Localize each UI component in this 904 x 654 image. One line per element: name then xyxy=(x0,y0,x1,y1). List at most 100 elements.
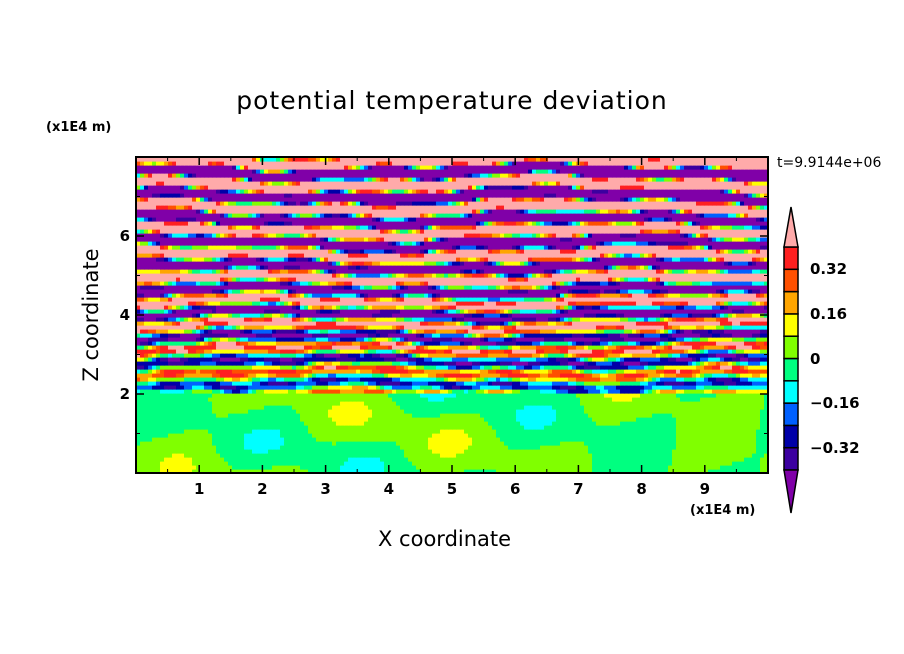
field-cell xyxy=(316,461,321,466)
field-cell xyxy=(320,353,325,358)
field-cell xyxy=(204,425,209,430)
field-cell xyxy=(584,417,589,422)
field-cell xyxy=(424,373,429,378)
field-cell xyxy=(340,421,345,426)
field-cell xyxy=(580,425,585,430)
field-cell xyxy=(192,389,197,394)
field-cell xyxy=(560,445,565,450)
field-cell xyxy=(136,429,141,434)
field-cell xyxy=(164,353,169,358)
field-cell xyxy=(348,453,353,458)
field-cell xyxy=(688,437,693,442)
field-cell xyxy=(672,389,677,394)
field-cell xyxy=(652,437,657,442)
field-cell xyxy=(588,461,593,466)
field-cell xyxy=(608,377,613,382)
field-cell xyxy=(436,469,441,474)
field-cell xyxy=(612,353,617,358)
field-cell xyxy=(312,449,317,454)
field-cell xyxy=(292,429,297,434)
field-cell xyxy=(604,465,609,470)
field-cell xyxy=(180,377,185,382)
field-cell xyxy=(708,429,713,434)
field-cell xyxy=(636,409,641,414)
field-cell xyxy=(504,353,509,358)
field-cell xyxy=(404,361,409,366)
field-cell xyxy=(516,393,521,398)
field-cell xyxy=(172,373,177,378)
field-cell xyxy=(464,389,469,394)
field-cell xyxy=(244,369,249,374)
field-cell xyxy=(340,401,345,406)
field-cell xyxy=(728,393,733,398)
field-cell xyxy=(656,377,661,382)
field-cell xyxy=(696,365,701,370)
field-cell xyxy=(464,377,469,382)
field-cell xyxy=(656,453,661,458)
field-cell xyxy=(436,381,441,386)
field-cell xyxy=(496,385,501,390)
field-cell xyxy=(704,369,709,374)
field-cell xyxy=(720,353,725,358)
field-cell xyxy=(208,433,213,438)
field-cell xyxy=(432,457,437,462)
field-cell xyxy=(440,453,445,458)
field-cell xyxy=(172,385,177,390)
field-cell xyxy=(660,425,665,430)
field-cell xyxy=(208,453,213,458)
field-cell xyxy=(184,433,189,438)
field-cell xyxy=(256,465,261,470)
field-cell xyxy=(252,357,257,362)
field-cell xyxy=(180,421,185,426)
field-cell xyxy=(752,361,757,366)
field-cell xyxy=(340,469,345,474)
field-cell xyxy=(748,373,753,378)
field-cell xyxy=(696,405,701,410)
field-cell xyxy=(348,441,353,446)
field-cell xyxy=(256,429,261,434)
field-cell xyxy=(764,461,769,466)
field-cell xyxy=(172,421,177,426)
field-cell xyxy=(640,401,645,406)
field-cell xyxy=(192,373,197,378)
field-cell xyxy=(312,353,317,358)
field-cell xyxy=(160,413,165,418)
field-cell xyxy=(564,445,569,450)
field-cell xyxy=(528,465,533,470)
field-cell xyxy=(412,409,417,414)
field-cell xyxy=(192,429,197,434)
field-cell xyxy=(244,353,249,358)
field-cell xyxy=(548,405,553,410)
field-cell xyxy=(276,369,281,374)
field-cell xyxy=(204,441,209,446)
field-cell xyxy=(148,445,153,450)
field-cell xyxy=(300,401,305,406)
field-cell xyxy=(576,377,581,382)
field-cell xyxy=(464,445,469,450)
field-cell xyxy=(144,441,149,446)
field-cell xyxy=(248,373,253,378)
field-cell xyxy=(144,389,149,394)
field-cell xyxy=(352,357,357,362)
field-cell xyxy=(416,389,421,394)
field-cell xyxy=(512,389,517,394)
field-cell xyxy=(388,369,393,374)
field-cell xyxy=(308,409,313,414)
field-cell xyxy=(548,377,553,382)
field-cell xyxy=(384,365,389,370)
field-cell xyxy=(732,457,737,462)
field-cell xyxy=(560,353,565,358)
field-cell xyxy=(664,377,669,382)
field-cell xyxy=(368,453,373,458)
field-cell xyxy=(536,445,541,450)
field-cell xyxy=(228,429,233,434)
field-cell xyxy=(520,349,525,354)
field-cell xyxy=(544,385,549,390)
field-cell xyxy=(236,389,241,394)
field-cell xyxy=(624,469,629,474)
field-cell xyxy=(308,393,313,398)
field-cell xyxy=(196,357,201,362)
field-cell xyxy=(700,457,705,462)
field-cell xyxy=(168,369,173,374)
field-cell xyxy=(632,373,637,378)
